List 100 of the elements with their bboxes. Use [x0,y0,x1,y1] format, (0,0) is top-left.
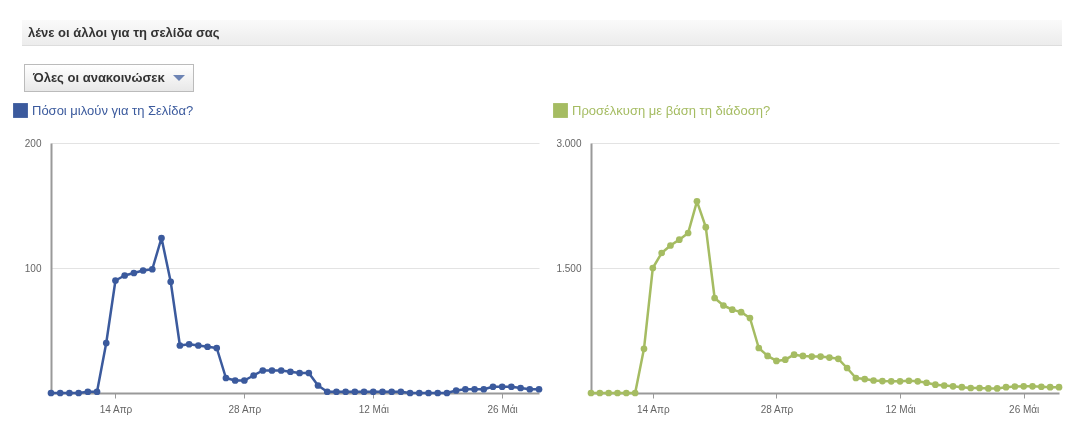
text: Όλες οι ανακοινώσεκ [33,69,165,87]
point [755,344,763,352]
x-tick-label: 28 Απρ [760,403,794,415]
point [194,342,202,349]
point [993,385,1001,392]
point [241,377,248,384]
legend-label: Πόσοι μιλούν για τη Σελίδα? [32,102,194,118]
point [351,388,359,396]
point [517,384,524,392]
point [176,342,184,349]
point [471,385,478,393]
point [508,383,515,391]
point [1020,382,1028,390]
point [976,384,983,392]
point [1002,383,1010,391]
point [852,374,860,382]
y-tick-label: 200 [24,137,42,149]
point [342,388,349,396]
point [843,364,851,372]
point [222,374,230,382]
point [139,267,147,274]
legend-label: Προσέλκυση με βάση τη διάδοση? [572,102,771,118]
point [84,388,92,396]
point [675,236,683,244]
point [526,385,534,393]
point [379,388,386,396]
point [397,388,405,396]
y-tick-label: 1.500 [556,262,582,274]
point [461,385,469,393]
point [102,339,110,347]
point [489,383,497,391]
point [940,382,948,389]
point [277,367,285,374]
point [213,344,221,352]
point [287,368,294,376]
point [914,377,922,385]
point [614,389,621,397]
point [605,389,613,397]
point [985,385,992,392]
point [1037,383,1045,391]
point [773,357,780,365]
point [658,249,665,257]
point [66,389,73,397]
point [799,352,807,360]
point [879,377,886,385]
point [834,355,842,363]
point [535,385,543,393]
point [826,354,833,361]
point [130,269,138,277]
point [640,345,648,353]
point [817,353,824,360]
x-tick-label: 14 Απρ [637,403,670,415]
point [1029,382,1036,390]
x-tick-label: 14 Απρ [99,403,133,415]
point [684,229,692,237]
point [158,234,165,242]
x-tick-label: 12 Μάι [885,403,916,415]
point [75,389,82,397]
point [746,314,754,322]
x-tick-label: 26 Μάι [487,403,518,415]
point [498,383,506,391]
point [808,353,816,360]
point [268,367,276,374]
point [305,369,313,377]
point [406,389,414,397]
point [250,372,257,379]
point [323,388,331,396]
point [388,388,396,396]
point [1011,383,1019,390]
point [596,389,604,397]
point [764,352,771,360]
point [958,383,966,391]
point [360,388,368,396]
x-tick-label: 26 Μάι [1009,403,1040,415]
point [711,294,718,302]
y-tick-label: 100 [24,262,42,274]
chart-title: λένε οι άλλοι για τη σελίδα σας [22,20,1062,46]
point [148,265,156,273]
point [314,382,322,389]
point [259,367,267,374]
point [425,389,432,397]
point [649,264,657,272]
x-tick-label: 28 Απρ [228,403,262,415]
point [1055,383,1063,391]
point [415,389,423,397]
point [333,388,340,396]
point [204,343,211,351]
point [967,384,975,392]
point [93,388,101,396]
point [622,389,630,397]
y-tick-label: 3.000 [556,137,582,149]
point [896,377,904,385]
x-tick-label: 12 Μάι [358,403,389,415]
point [728,306,736,314]
point [790,351,798,359]
point [443,389,451,397]
point [870,377,877,384]
point [1046,383,1054,391]
point [121,272,129,279]
point [702,223,710,231]
